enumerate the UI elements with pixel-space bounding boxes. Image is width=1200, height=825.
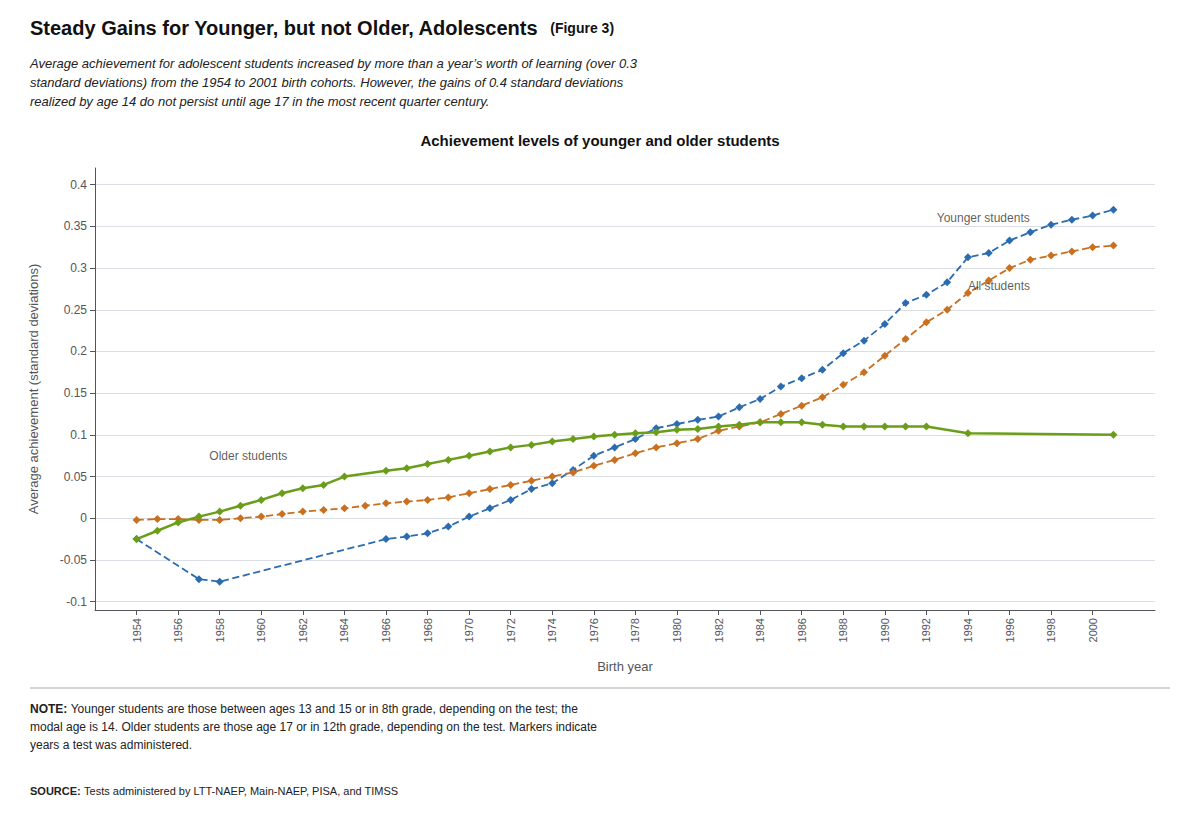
svg-text:standard deviations) from the: standard deviations) from the 1954 to 20… — [30, 75, 624, 90]
svg-text:SOURCE:: SOURCE: — [30, 785, 81, 797]
svg-text:Average achievement (standard: Average achievement (standard deviations… — [26, 264, 41, 515]
svg-text:1982: 1982 — [713, 618, 725, 642]
svg-text:Average achievement for adoles: Average achievement for adolescent stude… — [29, 56, 638, 71]
svg-text:1968: 1968 — [422, 618, 434, 642]
svg-text:1964: 1964 — [338, 618, 350, 642]
svg-text:NOTE:: NOTE: — [30, 702, 67, 716]
svg-text:1962: 1962 — [297, 618, 309, 642]
svg-text:1994: 1994 — [962, 618, 974, 642]
svg-text:0.25: 0.25 — [64, 303, 88, 317]
svg-text:All students: All students — [968, 279, 1030, 293]
svg-text:Achievement levels of younger: Achievement levels of younger and older … — [420, 132, 779, 149]
svg-text:0.2: 0.2 — [70, 344, 87, 358]
svg-text:1990: 1990 — [879, 618, 891, 642]
svg-text:0.15: 0.15 — [64, 386, 88, 400]
svg-text:1998: 1998 — [1045, 618, 1057, 642]
svg-text:0.4: 0.4 — [70, 178, 87, 192]
svg-text:(Figure 3): (Figure 3) — [539, 20, 614, 36]
svg-text:1996: 1996 — [1004, 618, 1016, 642]
svg-text:Steady Gains for Younger, but: Steady Gains for Younger, but not Older,… — [30, 17, 538, 39]
svg-text:1978: 1978 — [629, 618, 641, 642]
svg-text:1988: 1988 — [837, 618, 849, 642]
svg-text:1984: 1984 — [754, 618, 766, 642]
svg-text:0.1: 0.1 — [70, 428, 87, 442]
svg-text:Younger students are those bet: Younger students are those between ages … — [71, 702, 579, 716]
svg-text:0.35: 0.35 — [64, 219, 88, 233]
svg-text:1974: 1974 — [546, 618, 558, 642]
svg-text:1980: 1980 — [671, 618, 683, 642]
svg-text:1958: 1958 — [214, 618, 226, 642]
svg-text:Older students: Older students — [209, 449, 287, 463]
svg-text:0.05: 0.05 — [64, 470, 88, 484]
svg-text:1956: 1956 — [172, 618, 184, 642]
svg-text:0.3: 0.3 — [70, 261, 87, 275]
svg-text:1960: 1960 — [255, 618, 267, 642]
svg-text:modal age is 14. Older student: modal age is 14. Older students are thos… — [30, 720, 597, 734]
svg-text:1976: 1976 — [588, 618, 600, 642]
svg-text:2000: 2000 — [1087, 618, 1099, 642]
svg-text:1986: 1986 — [796, 618, 808, 642]
svg-text:years a test was administered.: years a test was administered. — [30, 738, 192, 752]
svg-text:-0.1: -0.1 — [66, 595, 87, 609]
svg-text:1992: 1992 — [920, 618, 932, 642]
svg-text:Birth year: Birth year — [597, 659, 653, 674]
svg-text:Younger students: Younger students — [937, 211, 1030, 225]
svg-text:Tests administered by LTT-NAEP: Tests administered by LTT-NAEP, Main-NAE… — [84, 785, 398, 797]
svg-text:1954: 1954 — [131, 618, 143, 642]
svg-text:1970: 1970 — [463, 618, 475, 642]
svg-text:-0.05: -0.05 — [60, 553, 88, 567]
svg-text:0: 0 — [80, 511, 87, 525]
svg-text:realized by age 14 do not pers: realized by age 14 do not persist until … — [30, 94, 489, 109]
svg-text:1966: 1966 — [380, 618, 392, 642]
svg-text:1972: 1972 — [505, 618, 517, 642]
